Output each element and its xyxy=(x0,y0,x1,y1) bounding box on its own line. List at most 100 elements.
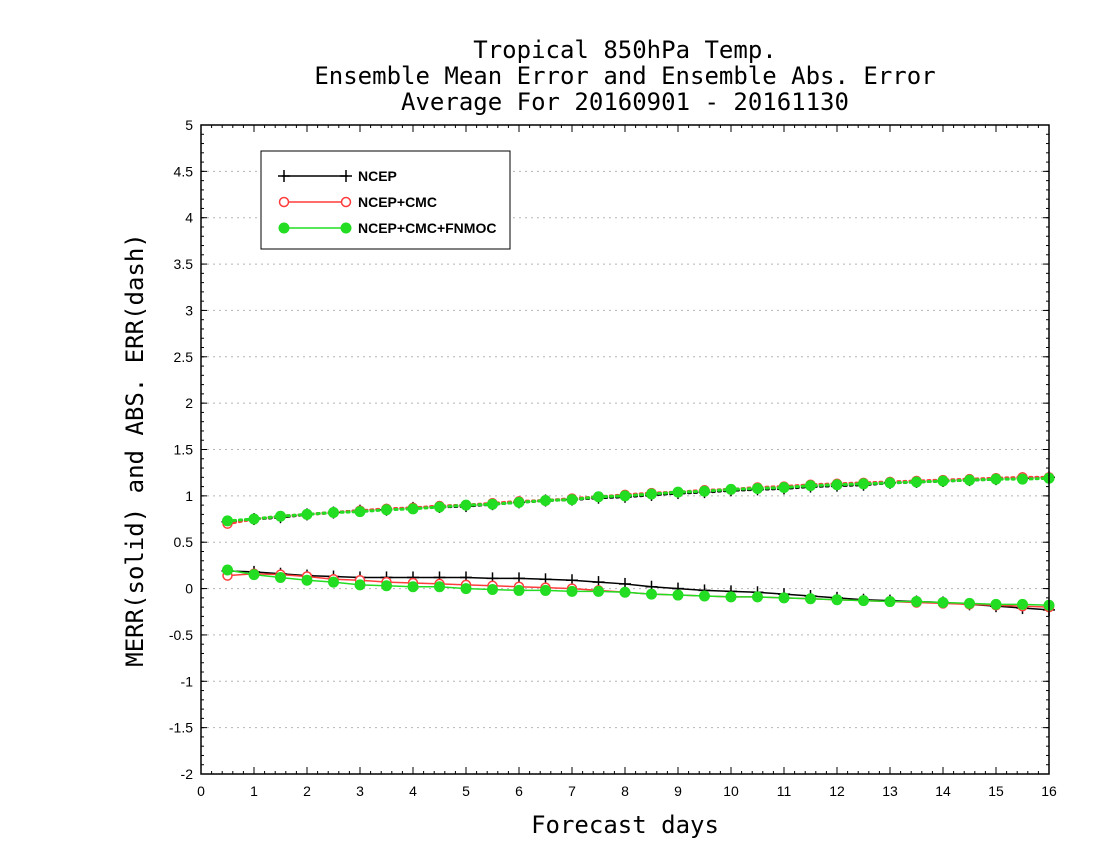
abs-error-point-ncep-cmc-fnmoc xyxy=(831,479,843,491)
abs-error-point-ncep-cmc-fnmoc xyxy=(884,477,896,489)
legend-label-ncep-cmc: NCEP+CMC xyxy=(358,194,437,210)
abs-error-point-ncep-cmc-fnmoc xyxy=(248,513,260,525)
abs-error-point-ncep-cmc-fnmoc xyxy=(275,510,286,522)
abs-error-point-ncep-cmc-fnmoc xyxy=(593,491,604,503)
abs-error-point-ncep-cmc-fnmoc xyxy=(513,496,525,508)
abs-error-line-ncep-cmc-fnmoc xyxy=(226,476,1051,523)
mean-error-point-ncep-cmc-fnmoc xyxy=(407,581,419,593)
x-tick-label: 3 xyxy=(356,783,364,799)
y-tick-label: 4 xyxy=(185,210,193,226)
mean-error-point-ncep-cmc-fnmoc xyxy=(831,594,843,606)
abs-error-point-ncep-cmc-fnmoc xyxy=(937,475,949,487)
abs-error-point-ncep-cmc-fnmoc xyxy=(460,499,472,511)
legend-entry-ncep-cmc-fnmoc: NCEP+CMC+FNMOC xyxy=(278,220,496,236)
x-axis-title: Forecast days xyxy=(531,811,719,839)
y-tick-label: 1 xyxy=(185,488,193,504)
plot-area xyxy=(221,471,1055,616)
legend: NCEP NCEP+CMC NCEP+CMC+FNMOC xyxy=(260,150,511,250)
y-tick-label: 2 xyxy=(185,395,193,411)
abs-error-line-ncep-cmc xyxy=(226,475,1051,526)
y-tick-label: 0 xyxy=(185,581,193,597)
chart-title-line-1: Tropical 850hPa Temp. xyxy=(473,36,776,64)
y-tick-label: -0.5 xyxy=(169,627,193,643)
mean-error-point-ncep-cmc-fnmoc xyxy=(566,585,578,597)
mean-error-point-ncep-cmc-fnmoc xyxy=(513,584,525,596)
abs-error-point-ncep-cmc-fnmoc xyxy=(964,474,975,486)
abs-error-point-ncep-cmc-fnmoc xyxy=(328,507,339,519)
mean-error-point-ncep-cmc-fnmoc xyxy=(354,579,366,591)
mean-error-point-ncep-cmc-fnmoc xyxy=(990,598,1002,610)
mean-error-point-ncep-cmc-fnmoc xyxy=(619,586,631,598)
mean-error-point-ncep-cmc-fnmoc xyxy=(301,574,313,586)
abs-error-point-ncep-cmc-fnmoc xyxy=(805,480,816,492)
mean-error-point-ncep-cmc-fnmoc xyxy=(381,580,392,592)
mean-error-point-ncep-cmc-fnmoc xyxy=(937,596,949,608)
abs-error-point-ncep-cmc-fnmoc xyxy=(566,494,578,506)
abs-error-point-ncep-cmc-fnmoc xyxy=(911,476,922,488)
x-tick-label: 8 xyxy=(621,783,629,799)
mean-error-point-ncep-cmc-fnmoc xyxy=(487,583,498,595)
abs-error-point-ncep-cmc-fnmoc xyxy=(619,490,631,502)
abs-error-line-ncep xyxy=(226,475,1051,524)
mean-error-point-ncep-cmc-fnmoc xyxy=(540,584,551,596)
y-tick-label: -1.5 xyxy=(169,720,193,736)
mean-error-line-ncep-cmc-fnmoc xyxy=(227,569,1050,607)
mean-error-point-ncep-cmc-fnmoc xyxy=(646,588,657,600)
legend-marker-left-ncep-cmc-fnmoc xyxy=(278,222,290,234)
legend-marker-right-ncep-cmc-fnmoc xyxy=(340,222,352,234)
abs-error-point-ncep-cmc-fnmoc xyxy=(1017,473,1028,485)
series-ncep-cmc-fnmoc xyxy=(222,472,1055,611)
mean-error-point-ncep-cmc-fnmoc xyxy=(964,597,975,609)
mean-error-point-ncep-cmc-fnmoc xyxy=(460,583,472,595)
legend-marker-right-ncep xyxy=(340,170,352,182)
abs-error-point-ncep-cmc-fnmoc xyxy=(990,473,1002,485)
abs-error-point-ncep-cmc-fnmoc xyxy=(301,508,313,520)
mean-error-point-ncep-cmc-fnmoc xyxy=(672,589,684,601)
chart-title-line-2: Ensemble Mean Error and Ensemble Abs. Er… xyxy=(314,62,935,90)
legend-label-ncep: NCEP xyxy=(358,168,397,184)
legend-marker-right-ncep-cmc xyxy=(340,196,352,208)
x-tick-label: 13 xyxy=(882,783,898,799)
x-tick-label: 15 xyxy=(988,783,1004,799)
chart-title: Tropical 850hPa Temp. Ensemble Mean Erro… xyxy=(314,36,935,116)
legend-marker-left-ncep xyxy=(278,170,290,182)
legend-box xyxy=(260,150,511,250)
abs-error-point-ncep-cmc-fnmoc xyxy=(778,482,790,494)
series-ncep xyxy=(221,471,1055,616)
mean-error-point-ncep-cmc-fnmoc xyxy=(884,596,896,608)
x-tick-label: 6 xyxy=(515,783,523,799)
abs-error-point-ncep-cmc-fnmoc xyxy=(407,503,419,515)
abs-error-point-ncep-cmc-fnmoc xyxy=(540,494,551,506)
mean-error-point-ncep-cmc-fnmoc xyxy=(1017,598,1028,610)
abs-error-point-ncep-cmc-fnmoc xyxy=(752,482,763,494)
mean-error-line-ncep xyxy=(227,570,1050,611)
mean-error-point-ncep-cmc-fnmoc xyxy=(328,576,339,588)
y-tick-label: -2 xyxy=(181,766,194,782)
abs-error-point-ncep-cmc-fnmoc xyxy=(487,498,498,510)
y-tick-label: 3.5 xyxy=(174,256,194,272)
grid xyxy=(201,170,1049,729)
legend-entry-ncep: NCEP xyxy=(278,168,397,184)
mean-error-point-ncep-cmc-fnmoc xyxy=(222,564,233,576)
abs-error-point-ncep-cmc-fnmoc xyxy=(858,478,869,490)
legend-entry-ncep-cmc: NCEP+CMC xyxy=(278,194,437,210)
abs-error-point-ncep-cmc-fnmoc xyxy=(699,485,710,497)
mean-error-point-ncep-cmc-fnmoc xyxy=(805,593,816,605)
abs-error-point-ncep-cmc-fnmoc xyxy=(672,486,684,498)
x-tick-label: 1 xyxy=(250,783,258,799)
x-tick-label: 5 xyxy=(462,783,470,799)
mean-error-point-ncep-cmc-fnmoc xyxy=(593,585,604,597)
y-axis: 5 4.5 4 3.5 3 2.5 2 1.5 1 0.5 0 -0.5 -1 -1.5 -2 xyxy=(169,117,1049,782)
x-tick-label: 4 xyxy=(409,783,417,799)
mean-error-point-ncep-cmc-fnmoc xyxy=(434,581,445,593)
mean-error-point-ncep-cmc-fnmoc xyxy=(778,592,790,604)
plot-frame xyxy=(200,124,1050,775)
mean-error-point-ncep-cmc-fnmoc xyxy=(858,595,869,607)
x-tick-label: 16 xyxy=(1041,783,1057,799)
abs-error-point-ncep-cmc-fnmoc xyxy=(381,504,392,516)
x-tick-label: 10 xyxy=(723,783,739,799)
y-axis-title: MERR(solid) and ABS. ERR(dash) xyxy=(121,233,149,666)
mean-error-point-ncep-cmc-fnmoc xyxy=(752,591,763,603)
y-tick-label: 5 xyxy=(185,117,193,133)
